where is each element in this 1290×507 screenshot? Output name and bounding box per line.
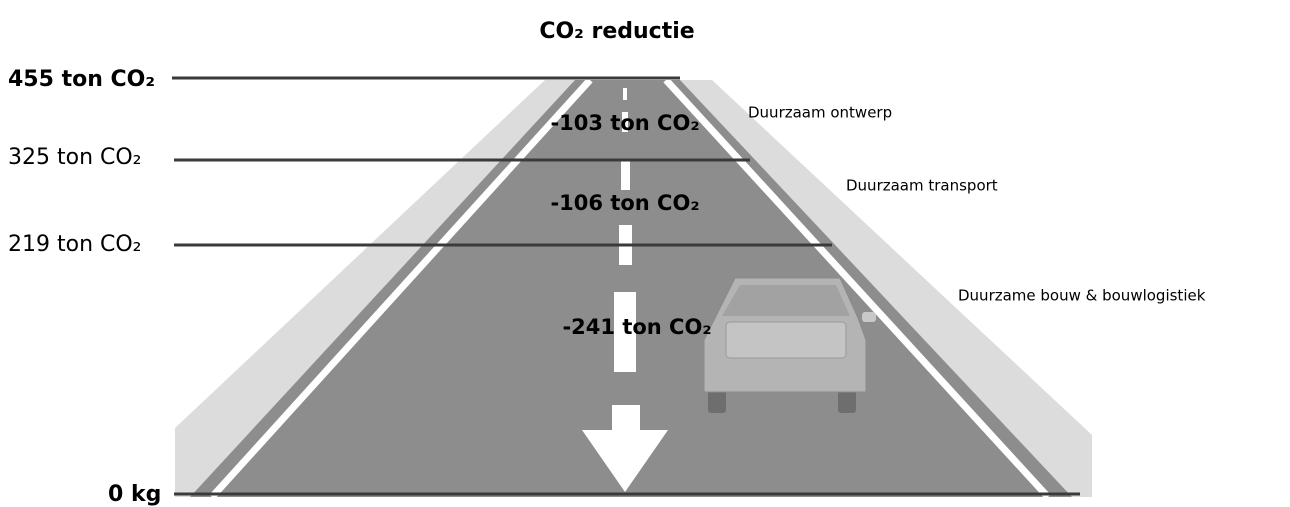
level-label: 455 ton CO₂ bbox=[8, 67, 155, 92]
reduction-label: -103 ton CO₂ bbox=[550, 111, 699, 135]
level-label: 325 ton CO₂ bbox=[8, 145, 142, 170]
level-label: 219 ton CO₂ bbox=[8, 232, 142, 257]
level-label: 0 kg bbox=[108, 482, 161, 507]
dash bbox=[621, 160, 630, 190]
infographic: CO₂ reductie 455 ton CO₂ 325 ton CO₂ 219… bbox=[0, 0, 1290, 507]
car-trunk bbox=[726, 322, 846, 358]
car-window bbox=[722, 285, 850, 316]
phase-label: Duurzame bouw & bouwlogistiek bbox=[958, 287, 1206, 305]
reduction-label: -241 ton CO₂ bbox=[562, 315, 711, 339]
reduction-label: -106 ton CO₂ bbox=[550, 191, 699, 215]
title: CO₂ reductie bbox=[539, 19, 694, 44]
dash bbox=[623, 88, 627, 100]
phase-label: Duurzaam transport bbox=[846, 177, 998, 195]
phase-label: Duurzaam ontwerp bbox=[748, 104, 892, 122]
car-mirror bbox=[862, 312, 876, 322]
